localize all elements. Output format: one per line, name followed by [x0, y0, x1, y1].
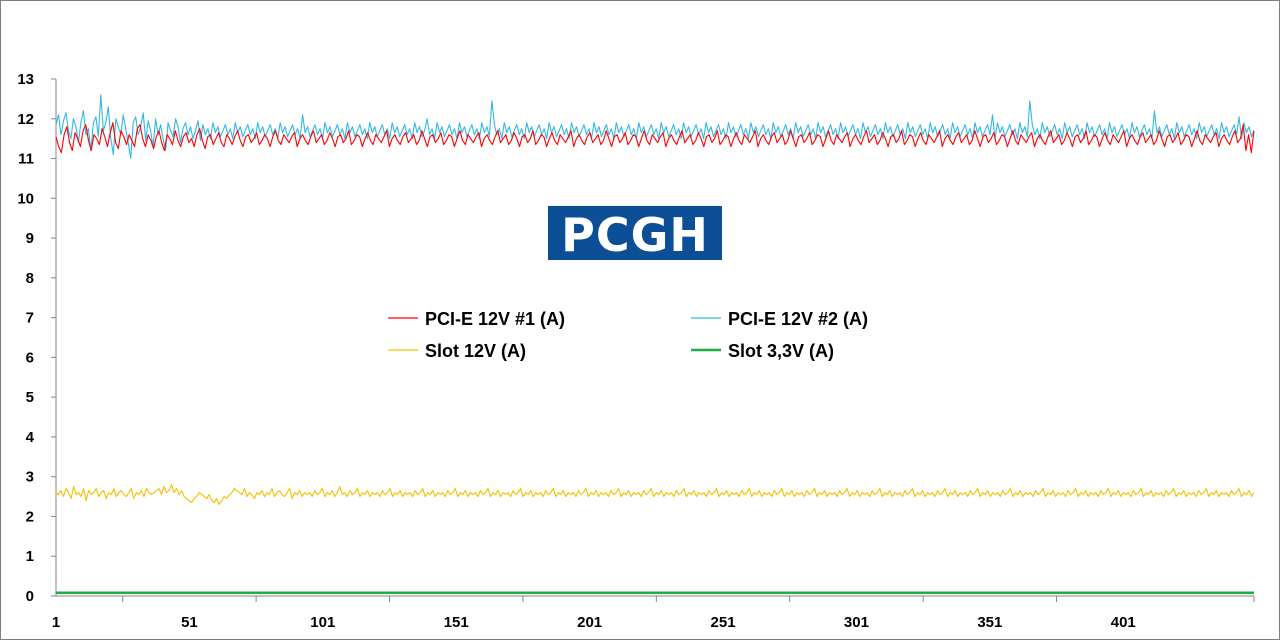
series-layer [55, 94, 1255, 595]
x-axis: 1 51 101 151 201 251 301 351 401 [52, 595, 1255, 631]
x-tick-label: 401 [1111, 614, 1136, 631]
y-tick-label: 12 [17, 111, 34, 128]
y-tick-label: 4 [26, 429, 35, 446]
pcgh-logo-background [548, 206, 722, 260]
y-tick-label: 10 [17, 190, 34, 207]
x-tick-label: 101 [310, 614, 335, 631]
pcgh-logo-text: PCGH [561, 208, 709, 262]
y-tick-label: 7 [26, 310, 34, 327]
legend-label: PCI-E 12V #1 (A) [425, 309, 565, 329]
y-tick-label: 13 [17, 71, 34, 88]
y-tick-label: 11 [18, 151, 34, 168]
legend: PCI-E 12V #1 (A) PCI-E 12V #2 (A) Slot 12V… [388, 309, 868, 361]
x-tick-label: 151 [444, 614, 469, 631]
y-tick-label: 1 [26, 548, 34, 565]
x-tick-label: 1 [52, 614, 60, 631]
x-tick-label: 51 [181, 614, 198, 631]
legend-label: PCI-E 12V #2 (A) [728, 309, 868, 329]
x-tick-label: 201 [577, 614, 602, 631]
x-tick-label: 251 [711, 614, 736, 631]
y-tick-label: 2 [26, 508, 34, 525]
y-tick-label: 9 [26, 230, 34, 247]
series-line-0 [55, 122, 1255, 154]
y-tick-label: 5 [26, 389, 34, 406]
y-tick-label: 0 [26, 588, 34, 605]
y-tick-label: 6 [26, 349, 34, 366]
pcgh-logo: PCGH [548, 206, 722, 262]
y-tick-label: 8 [26, 270, 34, 287]
legend-label: Slot 3,3V (A) [728, 341, 834, 361]
series-line-1 [55, 94, 1255, 160]
legend-label: Slot 12V (A) [425, 341, 526, 361]
x-tick-label: 351 [977, 614, 1002, 631]
x-tick-label: 301 [844, 614, 869, 631]
series-line-2 [55, 484, 1255, 506]
y-tick-label: 3 [26, 469, 34, 486]
